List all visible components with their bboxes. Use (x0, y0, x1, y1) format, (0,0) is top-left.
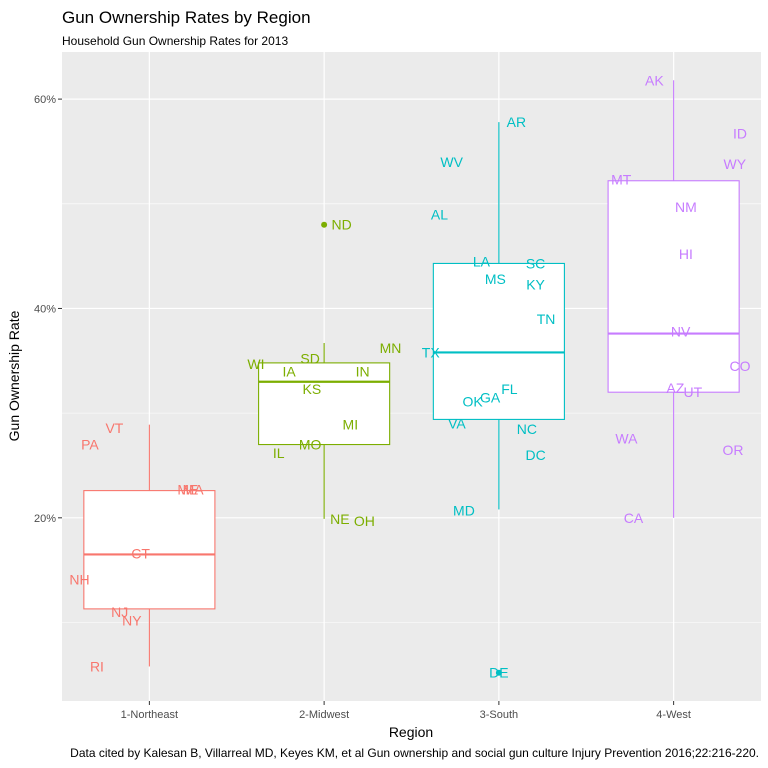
state-label: OR (723, 442, 744, 458)
state-label: IL (273, 445, 285, 461)
state-label: IA (283, 363, 297, 379)
state-label: CA (624, 510, 644, 526)
state-label: NH (69, 572, 89, 588)
state-label: NE (330, 511, 349, 527)
state-label: ME (177, 482, 198, 498)
state-label: MD (453, 502, 475, 518)
state-label: MT (611, 172, 632, 188)
state-label: WI (247, 356, 264, 372)
state-label: VA (448, 416, 466, 432)
outlier-point (495, 669, 502, 676)
iqr-box (258, 362, 391, 446)
state-label: FL (501, 381, 518, 397)
state-label: KY (526, 276, 545, 292)
y-tick-label: 20% (34, 513, 56, 525)
state-label: CT (131, 545, 150, 561)
x-tick-label: 3-South (480, 709, 519, 721)
state-label: NJ (111, 604, 128, 620)
state-label: UT (684, 384, 703, 400)
state-label: MN (380, 340, 402, 356)
state-label: MA (183, 482, 205, 498)
state-label: ND (331, 217, 351, 233)
state-label: AK (645, 72, 664, 88)
state-label: LA (473, 253, 491, 269)
state-label: PA (81, 437, 99, 453)
x-tick-label: 2-Midwest (299, 709, 349, 721)
x-axis: 1-Northeast 2-Midwest 3-South 4-West (121, 701, 691, 721)
state-label: OK (463, 394, 484, 410)
state-label: AR (507, 114, 526, 130)
chart-title: Gun Ownership Rates by Region (62, 8, 311, 27)
state-label: DE (489, 665, 508, 681)
state-label: NC (517, 421, 537, 437)
x-axis-title: Region (389, 724, 433, 740)
state-label: IN (356, 363, 370, 379)
state-label: CO (730, 358, 751, 374)
state-label: VT (105, 420, 123, 436)
chart-caption: Data cited by Kalesan B, Villarreal MD, … (70, 746, 759, 760)
state-label: WY (724, 156, 747, 172)
state-label: ID (733, 126, 747, 142)
state-label: SC (526, 255, 545, 271)
x-tick-label: 4-West (656, 709, 691, 721)
state-label: AL (431, 206, 448, 222)
outlier-point (321, 221, 328, 228)
iqr-box (607, 180, 740, 393)
chart-subtitle: Household Gun Ownership Rates for 2013 (62, 34, 288, 48)
y-axis: 20% 40% 60% (34, 94, 62, 525)
state-label: AZ (666, 380, 684, 396)
state-label: WV (440, 154, 463, 170)
y-axis-title: Gun Ownership Rate (6, 310, 22, 441)
x-tick-label: 1-Northeast (121, 709, 178, 721)
iqr-box (83, 490, 216, 610)
state-label: MS (485, 271, 506, 287)
state-label: GA (480, 389, 501, 405)
state-label: SD (300, 351, 319, 367)
state-label: TX (422, 344, 441, 360)
y-tick-label: 60% (34, 94, 56, 106)
iqr-box (432, 262, 565, 420)
state-label: WA (615, 430, 638, 446)
state-label: DC (525, 447, 545, 463)
state-label: OH (354, 513, 375, 529)
state-label: KS (303, 381, 322, 397)
state-label: MO (299, 437, 322, 453)
state-label: NY (122, 612, 142, 628)
state-label: HI (679, 246, 693, 262)
state-label: TN (537, 311, 556, 327)
box-layer (83, 80, 740, 676)
y-tick-label: 40% (34, 303, 56, 315)
state-label: NV (671, 323, 691, 339)
state-label: NM (675, 199, 697, 215)
state-label: RI (90, 658, 104, 674)
state-label: MI (343, 417, 359, 433)
